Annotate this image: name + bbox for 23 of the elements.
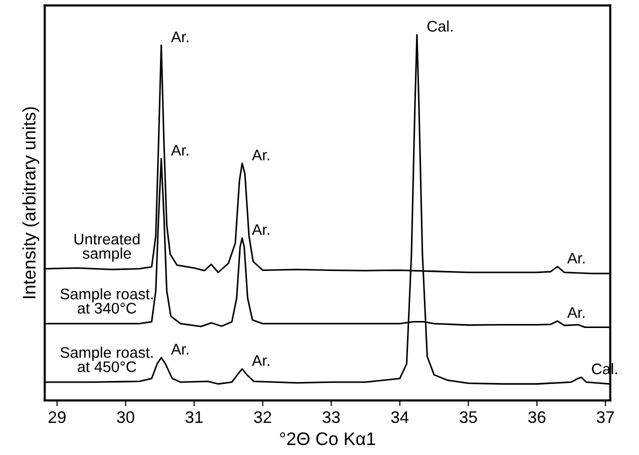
x-tick-label: 29 — [48, 411, 66, 424]
annotation: Ar. — [171, 32, 188, 42]
annotation: Ar. — [171, 344, 188, 354]
x-tick-label: 37 — [596, 411, 614, 424]
annotation: Cal. — [427, 20, 452, 32]
series-label: Sample roast. at 340°C — [60, 288, 153, 314]
x-tick-label: 31 — [186, 411, 203, 424]
annotation: Ar. — [252, 224, 270, 235]
annotation: Ar. — [252, 355, 270, 366]
series-label: Untreated sample — [74, 233, 140, 262]
y-axis-title: Intensity (arbitrary units) — [22, 107, 40, 298]
annotation: Ar. — [567, 252, 584, 264]
annotation: Ar. — [567, 307, 584, 318]
series-label: Sample roast. at 450°C — [60, 346, 153, 372]
x-tick-label: 30 — [116, 411, 134, 424]
x-tick-label: 32 — [254, 411, 272, 424]
annotation: Ar. — [252, 150, 270, 160]
annotation: Ar. — [171, 145, 188, 156]
x-tick-label: 36 — [528, 411, 546, 424]
x-axis-title: °2Θ Co Kα1 — [280, 432, 376, 446]
x-tick-label: 33 — [322, 411, 340, 424]
x-tick-label: 35 — [460, 411, 477, 424]
x-tick-label: 34 — [391, 411, 409, 424]
